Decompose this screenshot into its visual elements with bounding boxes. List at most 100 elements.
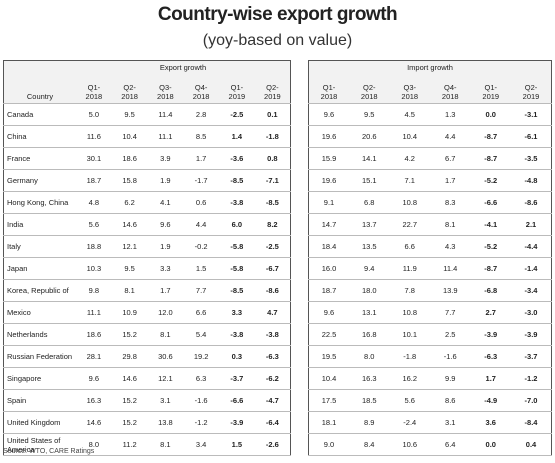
value-cell: 30.6: [147, 345, 184, 368]
value-cell: 18.7: [308, 279, 349, 302]
value-cell: 6.6: [389, 235, 430, 258]
table-body: Canada 5.0 9.5 11.4 2.8 -2.5 0.1 China 11.6 10.4 1…: [3, 103, 291, 456]
value-cell: 19.6: [308, 125, 349, 148]
value-cell: 11.4: [147, 103, 184, 126]
quarter-label: Q3-2018: [157, 83, 174, 101]
country-cell: Korea, Republic of: [3, 279, 76, 302]
value-cell: 14.6: [111, 367, 148, 390]
value-cell: 16.2: [389, 367, 430, 390]
value-cell: 9.6: [76, 367, 112, 390]
value-cell: 14.6: [111, 213, 148, 236]
table-row: China 11.6 10.4 11.1 8.5 1.4 -1.8: [3, 125, 291, 148]
country-cell: Hong Kong, China: [3, 191, 76, 214]
value-cell: 11.1: [147, 125, 184, 148]
quarter-header: Q1-2018: [308, 73, 349, 104]
value-cell: 6.3: [183, 367, 219, 390]
source: Source: WTO, CARE Ratings: [3, 448, 95, 455]
quarter-label: Q2-2018: [121, 83, 138, 101]
value-cell: -3.1: [511, 103, 552, 126]
export-table: Export growth Country Q1-2018 Q2-2018 Q3-201…: [3, 60, 291, 456]
value-cell: 8.1: [111, 279, 148, 302]
value-cell: 13.9: [430, 279, 471, 302]
table-row: Mexico 11.1 10.9 12.0 6.6 3.3 4.7: [3, 301, 291, 324]
value-cell: 11.6: [76, 125, 112, 148]
quarter-header: Q2-2018: [349, 73, 390, 104]
value-cell: -6.3: [470, 345, 511, 368]
table-row: Singapore 9.6 14.6 12.1 6.3 -3.7 -6.2: [3, 367, 291, 390]
value-cell: 15.8: [111, 169, 148, 192]
quarter-label: Q1-2019: [228, 83, 246, 101]
value-cell: -8.5: [219, 279, 255, 302]
value-cell: 16.0: [308, 257, 349, 280]
table-row: Russian Federation 28.1 29.8 30.6 19.2 0.3 -6.…: [3, 345, 291, 368]
value-cell: 5.6: [389, 389, 430, 412]
quarter-header: Q1-2018: [76, 73, 112, 104]
value-cell: 0.6: [183, 191, 219, 214]
value-cell: 5.0: [76, 103, 112, 126]
value-cell: -3.0: [511, 301, 552, 324]
table-body: 9.6 9.5 4.5 1.3 0.0 -3.1 19.6 20.6 10.4 4.4 -8.7 -6…: [308, 103, 552, 456]
value-cell: 18.6: [111, 147, 148, 170]
quarter-header: Q1-2019: [470, 73, 511, 104]
quarter-label: Q3-2018: [401, 83, 419, 101]
value-cell: 2.1: [511, 213, 552, 236]
value-cell: 19.5: [308, 345, 349, 368]
value-cell: 8.1: [430, 213, 471, 236]
value-cell: 4.7: [254, 301, 291, 324]
value-cell: 1.5: [183, 257, 219, 280]
value-cell: 1.7: [183, 147, 219, 170]
value-cell: -5.2: [470, 235, 511, 258]
country-cell: Germany: [3, 169, 76, 192]
table-row: Japan 10.3 9.5 3.3 1.5 -5.8 -6.7: [3, 257, 291, 280]
quarter-header: Q2-2019: [511, 73, 552, 104]
value-cell: 12.0: [147, 301, 184, 324]
quarter-label: Q2-2018: [360, 83, 378, 101]
value-cell: -6.4: [254, 411, 291, 434]
country-cell: China: [3, 125, 76, 148]
value-cell: 16.8: [349, 323, 390, 346]
subtitle: (yoy-based on value): [202, 32, 353, 49]
value-cell: -8.5: [219, 169, 255, 192]
table-row: 16.0 9.4 11.9 11.4 -8.7 -1.4: [308, 257, 552, 280]
quarter-header: Q3-2018: [147, 73, 184, 104]
value-cell: 4.4: [183, 213, 219, 236]
value-cell: 9.9: [430, 367, 471, 390]
table-row: United Kingdom 14.6 15.2 13.8 -1.2 -3.9 -6.4: [3, 411, 291, 434]
value-cell: 13.8: [147, 411, 184, 434]
value-cell: 3.3: [147, 257, 184, 280]
value-cell: 6.8: [349, 191, 390, 214]
value-cell: 0.4: [511, 433, 552, 456]
table-row: 9.0 8.4 10.6 6.4 0.0 0.4: [308, 433, 552, 456]
value-cell: -6.8: [470, 279, 511, 302]
value-cell: 2.5: [430, 323, 471, 346]
table-row: Korea, Republic of 9.8 8.1 1.7 7.7 -8.5 -8.6: [3, 279, 291, 302]
value-cell: 9.5: [111, 257, 148, 280]
value-cell: 18.4: [308, 235, 349, 258]
value-cell: -6.3: [254, 345, 291, 368]
value-cell: 4.1: [147, 191, 184, 214]
country-header: Country: [3, 73, 76, 104]
table-row: 9.6 13.1 10.8 7.7 2.7 -3.0: [308, 301, 552, 324]
value-cell: -8.5: [254, 191, 291, 214]
value-cell: 4.3: [430, 235, 471, 258]
value-cell: 9.1: [308, 191, 349, 214]
value-cell: -3.7: [219, 367, 255, 390]
value-cell: -1.6: [430, 345, 471, 368]
table-row: Netherlands 18.6 15.2 8.1 5.4 -3.8 -3.8: [3, 323, 291, 346]
value-cell: 9.6: [308, 103, 349, 126]
value-cell: 7.7: [430, 301, 471, 324]
value-cell: 8.1: [147, 433, 184, 456]
value-cell: 2.7: [470, 301, 511, 324]
value-cell: 8.6: [430, 389, 471, 412]
value-cell: 12.1: [111, 235, 148, 258]
value-cell: 9.5: [349, 103, 390, 126]
value-cell: 1.7: [470, 367, 511, 390]
value-cell: 1.9: [147, 235, 184, 258]
value-cell: -3.4: [511, 279, 552, 302]
value-cell: 15.2: [111, 411, 148, 434]
table-row: Canada 5.0 9.5 11.4 2.8 -2.5 0.1: [3, 103, 291, 126]
table-row: 18.4 13.5 6.6 4.3 -5.2 -4.4: [308, 235, 552, 258]
value-cell: 2.8: [183, 103, 219, 126]
value-cell: 7.8: [389, 279, 430, 302]
table-row: 9.6 9.5 4.5 1.3 0.0 -3.1: [308, 103, 552, 126]
